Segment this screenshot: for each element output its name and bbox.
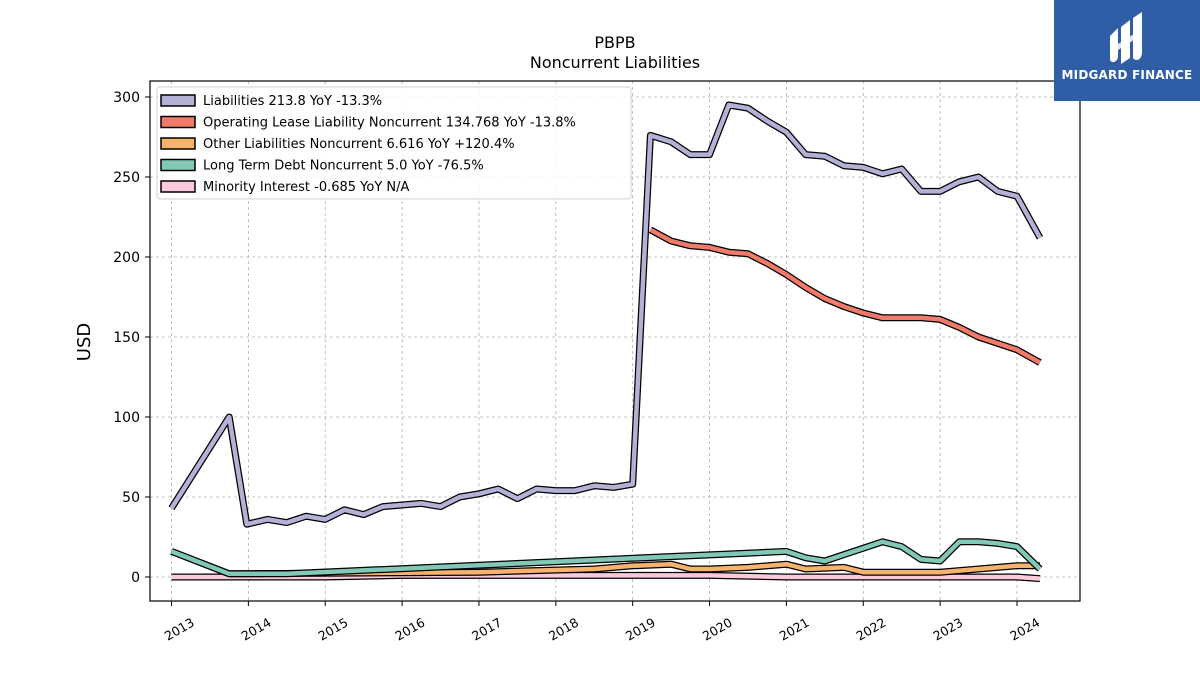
legend-entry: Long Term Debt Noncurrent 5.0 YoY -76.5% <box>203 159 484 174</box>
logo-text: MIDGARD FINANCE <box>1061 68 1193 82</box>
y-axis-label: USD <box>74 323 95 361</box>
x-tick-label: 2016 <box>392 615 427 644</box>
y-tick-label: 100 <box>113 410 140 426</box>
series-line <box>169 102 1042 527</box>
x-tick-label: 2023 <box>930 615 965 644</box>
x-tick-label: 2017 <box>469 615 504 644</box>
legend-swatch <box>160 158 196 172</box>
x-tick-label: 2022 <box>853 615 888 644</box>
legend-swatch <box>160 180 196 193</box>
y-tick-label: 300 <box>113 90 140 106</box>
series-line-outline <box>648 226 1042 366</box>
chart-title: PBPB <box>594 33 635 52</box>
legend-entry: Other Liabilities Noncurrent 6.616 YoY +… <box>203 137 515 152</box>
y-tick-label: 200 <box>113 250 140 266</box>
legend-entry: Operating Lease Liability Noncurrent 134… <box>203 116 576 131</box>
series-other-liabilities-noncurrent <box>229 560 1040 578</box>
series-layer <box>168 101 1044 583</box>
chart-subtitle: Noncurrent Liabilities <box>530 53 700 72</box>
x-tick-label: 2014 <box>239 615 274 644</box>
legend-entry: Minority Interest -0.685 YoY N/A <box>203 180 410 195</box>
x-tick-label: 2015 <box>315 615 350 644</box>
y-tick-label: 50 <box>122 490 140 506</box>
legend-swatch <box>160 137 196 150</box>
series-line <box>649 227 1042 365</box>
x-tick-label: 2019 <box>623 615 658 644</box>
y-tick-label: 0 <box>131 570 140 586</box>
x-tick-label: 2020 <box>700 615 735 644</box>
legend: Liabilities 213.8 YoY -13.3% Operating Le… <box>156 86 632 200</box>
y-tick-label: 250 <box>113 170 140 186</box>
series-line <box>170 539 1042 577</box>
x-tick-label: 2021 <box>777 615 812 644</box>
logo-mark-icon <box>1110 12 1142 64</box>
legend-swatch <box>160 115 196 129</box>
series-liabilities <box>168 101 1044 528</box>
series-line <box>229 561 1040 577</box>
x-tick-label: 2024 <box>1007 615 1042 644</box>
series-operating-lease-liability-noncurrent <box>648 226 1042 366</box>
legend-entry: Liabilities 213.8 YoY -13.3% <box>203 94 382 109</box>
x-tick-label: 2013 <box>162 615 197 644</box>
x-tick-label: 2018 <box>546 615 581 644</box>
midgard-finance-logo: MIDGARD FINANCE <box>1054 0 1200 101</box>
y-tick-label: 150 <box>113 330 140 346</box>
series-long-term-debt-noncurrent <box>170 538 1043 578</box>
legend-swatch <box>160 94 196 107</box>
plot-frame <box>149 80 1081 602</box>
legend-box <box>156 86 632 200</box>
